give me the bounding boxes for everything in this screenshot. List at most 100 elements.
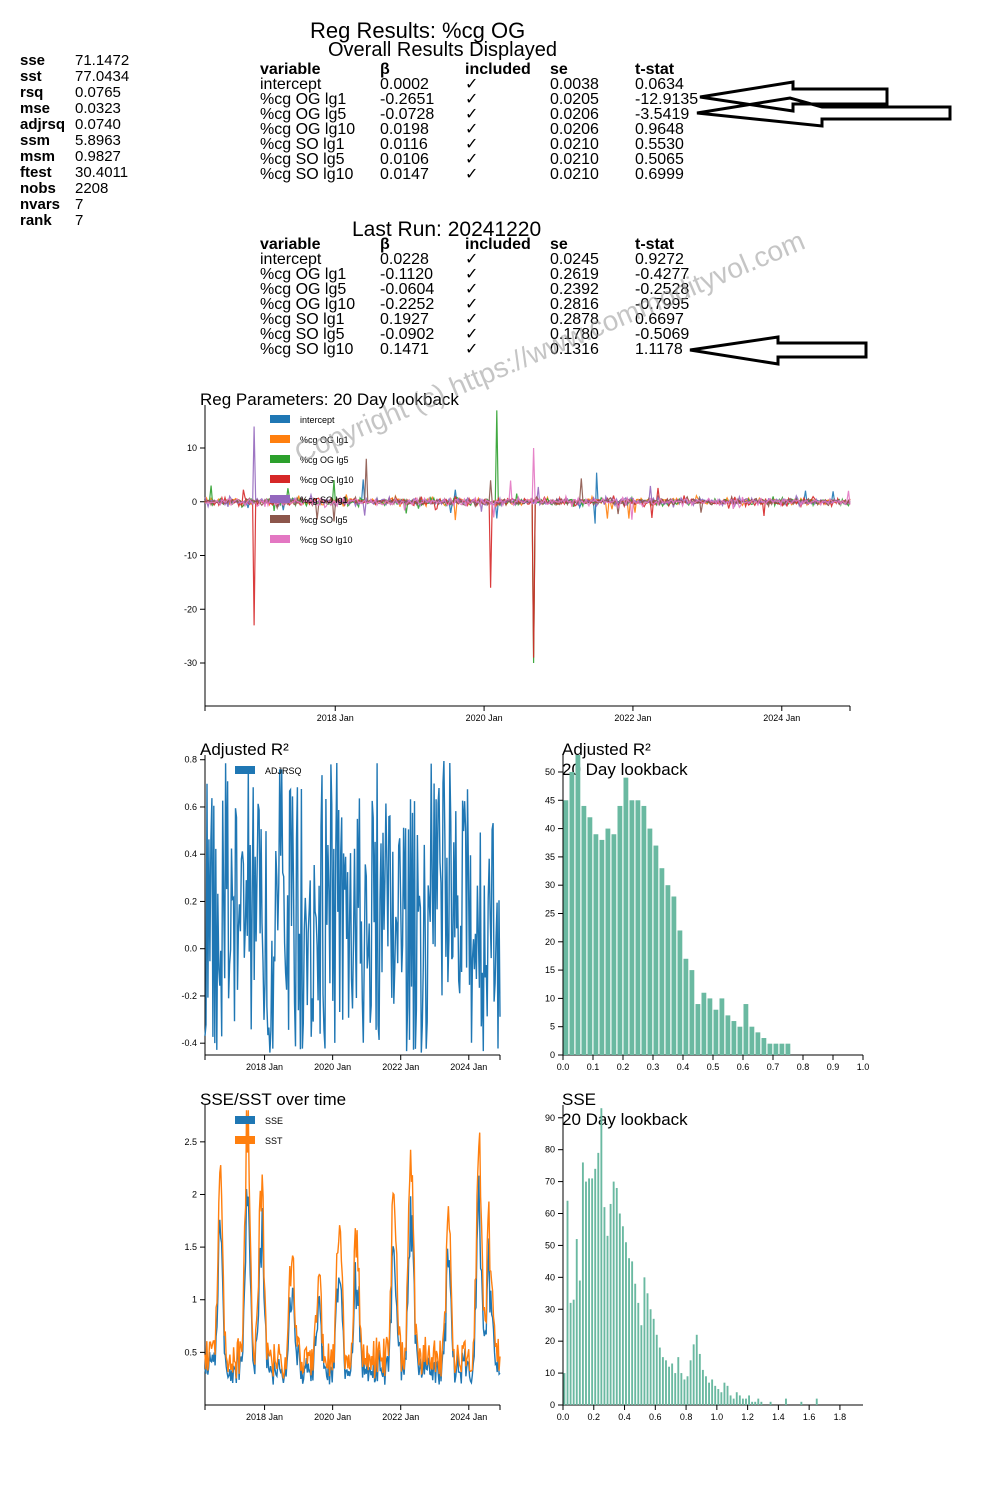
sse-hist-bar	[649, 1309, 652, 1405]
y-tick-label: 0.5	[184, 1347, 197, 1357]
table-cell: -12.9135	[635, 91, 699, 108]
table-row: %cg SO lg1 0.0116 ✓ 0.0210 0.5530	[260, 136, 720, 153]
table-cell: 0.6697	[635, 311, 684, 328]
legend-swatch	[270, 495, 290, 503]
table-cell: 0.0210	[550, 136, 599, 153]
table-cell: 0.0634	[635, 76, 684, 93]
sse-hist-bar	[637, 1302, 640, 1405]
table-row: %cg SO lg10 0.0147 ✓ 0.0210 0.6999	[260, 166, 720, 183]
y-tick-label: -0.2	[181, 991, 197, 1001]
y-tick-label: -20	[184, 604, 197, 614]
y-tick-label: 2.5	[184, 1137, 197, 1147]
adjrsq-hist-bar	[737, 1026, 743, 1055]
x-tick-label: 0.4	[677, 1062, 690, 1072]
x-tick-label: 0.5	[707, 1062, 720, 1072]
stat-value: 0.0323	[75, 100, 121, 117]
sse-hist-bar	[769, 1401, 772, 1405]
legend-label: %cg OG lg10	[300, 475, 354, 485]
sse-hist-bar	[655, 1334, 658, 1405]
y-tick-label: 0.8	[184, 755, 197, 765]
stat-value: 30.4011	[75, 164, 129, 181]
table-row: %cg SO lg1 0.1927 ✓ 0.2878 0.6697	[260, 311, 720, 328]
table-cell: %cg OG lg10	[260, 121, 356, 138]
sse-hist-bar	[621, 1226, 624, 1405]
table-cell: %cg OG lg1	[260, 266, 347, 283]
summary-stats: sse 71.1472 sst 77.0434 rsq 0.0765 mse 0.0323 ad…	[20, 53, 129, 229]
legend-label: %cg SO lg10	[300, 535, 353, 545]
series-line-6	[205, 447, 851, 520]
y-tick-label: 70	[545, 1177, 555, 1187]
sse-hist-bar	[578, 1280, 581, 1405]
sse-hist-title: SSE	[562, 1090, 597, 1109]
adjrsq-hist-bar	[653, 845, 659, 1055]
x-tick-label: 2024 Jan	[450, 1412, 487, 1422]
sse-hist-bar	[625, 1242, 627, 1405]
stat-label: msm	[20, 148, 56, 165]
table-cell: ✓	[465, 136, 479, 153]
adjrsq-hist-bar	[719, 998, 725, 1055]
x-tick-label: 2018 Jan	[317, 713, 354, 723]
sse-hist-bar	[705, 1376, 707, 1405]
y-tick-label: 10	[545, 1368, 555, 1378]
table-cell: -0.7995	[635, 296, 690, 313]
table-row: intercept 0.0002 ✓ 0.0038 0.0634	[260, 76, 720, 93]
table-cell: intercept	[260, 76, 322, 93]
stat-value: 0.0740	[75, 116, 121, 133]
y-tick-label: 0.6	[184, 802, 197, 812]
table-cell: 0.0147	[380, 166, 429, 183]
adjrsq-hist-bar	[725, 1015, 731, 1055]
sse-hist-bar	[646, 1293, 649, 1405]
sse-hist-bar	[609, 1203, 612, 1405]
table-row: %cg OG lg5 -0.0604 ✓ 0.2392 -0.2528	[260, 281, 720, 298]
table-cell: -0.0902	[380, 326, 435, 343]
legend-swatch	[235, 1116, 255, 1124]
x-tick-label: 0.2	[588, 1412, 601, 1422]
adjrsq-hist-bar	[665, 885, 671, 1055]
table-cell: ✓	[465, 151, 479, 168]
table-cell: -0.0604	[380, 281, 435, 298]
sse-hist-bar	[698, 1353, 701, 1405]
table-cell: %cg SO lg5	[260, 151, 345, 168]
y-tick-label: -30	[184, 658, 197, 668]
adjrsq-hist-bar	[569, 771, 575, 1055]
adjrsq-hist-bar	[623, 777, 629, 1055]
sse-hist-bar	[741, 1398, 744, 1405]
adjrsq-hist-bar	[689, 970, 695, 1055]
annotation-arrows	[689, 80, 952, 366]
adjrsq-hist-bar	[563, 800, 569, 1055]
sse-hist-bar	[720, 1392, 723, 1405]
stat-label: sse	[20, 52, 46, 69]
x-tick-label: 0.2	[617, 1062, 630, 1072]
y-tick-label: 0	[550, 1050, 555, 1060]
y-tick-label: 0	[550, 1400, 555, 1410]
sse-hist-bar	[643, 1277, 646, 1405]
sse-hist-bar	[600, 1108, 603, 1405]
x-tick-label: 2022 Jan	[382, 1412, 419, 1422]
y-tick-label: -0.4	[181, 1038, 197, 1048]
y-tick-label: 60	[545, 1209, 555, 1219]
sse-hist-bar	[714, 1385, 717, 1405]
sse-hist-bar	[668, 1366, 670, 1405]
sse-hist-bar	[717, 1389, 720, 1405]
sse-hist-bar	[671, 1363, 674, 1405]
sse-hist-bar	[652, 1318, 655, 1405]
sse-hist-bar	[785, 1398, 787, 1405]
y-tick-label: 20	[545, 1336, 555, 1346]
sse-hist-bar	[674, 1373, 677, 1405]
adjrsq-hist-title: Adjusted R²	[562, 740, 651, 759]
sse-sst-chart-title: SSE/SST over time	[200, 1090, 347, 1109]
stat-value: 71.1472	[75, 52, 130, 69]
y-tick-label: 40	[545, 824, 555, 834]
column-header: included	[465, 236, 531, 253]
sse-line	[204, 1175, 501, 1385]
x-tick-label: 0.8	[680, 1412, 693, 1422]
x-tick-label: 0.1	[587, 1062, 600, 1072]
table-cell: -0.2528	[635, 281, 690, 298]
series-line-3	[204, 487, 851, 658]
legend-swatch	[270, 455, 290, 463]
y-tick-label: 10	[545, 993, 555, 1003]
y-tick-label: 15	[545, 965, 555, 975]
x-tick-label: 1.8	[834, 1412, 847, 1422]
table-cell: %cg OG lg5	[260, 106, 347, 123]
